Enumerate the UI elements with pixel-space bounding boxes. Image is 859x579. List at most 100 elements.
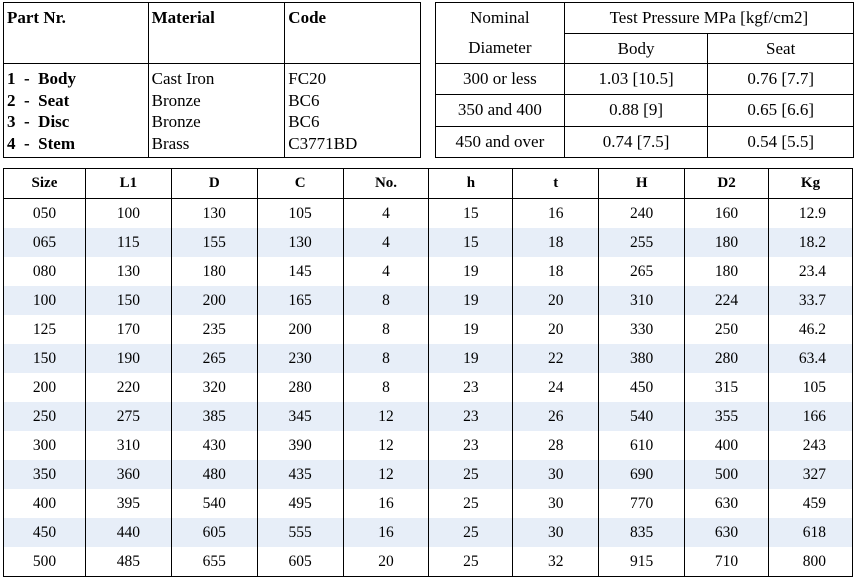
h-cell: 15 [428, 228, 513, 257]
table-row: 065 115 155 130 4 15 18 255 180 18.2 [3, 228, 853, 257]
part-name: 1 - Body [7, 69, 76, 88]
t-cell: 20 [512, 315, 599, 344]
size-header: Size [3, 168, 86, 199]
t-cell: 32 [512, 547, 599, 577]
table-row: 250 275 385 345 12 23 26 540 355 166 [3, 402, 853, 431]
parts-body-row: 1 - Body 2 - Seat 3 - Disc 4 - Stem Cast… [3, 63, 421, 158]
bolt-count-cell: 12 [342, 402, 429, 431]
size-cell: 200 [32, 378, 57, 396]
weight-cell: 63.4 [768, 344, 853, 373]
c-header: C [256, 168, 344, 199]
c-cell: 230 [256, 344, 344, 373]
dimensions-table: Size L1 D C No. h t H D2 Kg 050 100 130 105 4 15 16 240 1… [3, 168, 853, 577]
d-cell: 385 [170, 402, 258, 431]
d2-cell: 400 [684, 431, 769, 460]
height-cell: 380 [598, 344, 685, 373]
pressure-row: 450 and over 0.74 [7.5] 0.54 [5.5] [435, 125, 854, 159]
c-cell: 495 [256, 489, 344, 518]
body-pressure: 1.03 [10.5] [563, 62, 709, 96]
part-list-cell: 1 - Body 2 - Seat 3 - Disc 4 - Stem [3, 63, 149, 158]
l1-cell: 190 [84, 344, 172, 373]
h-cell: 23 [428, 402, 513, 431]
d-cell: 655 [170, 547, 258, 577]
c-cell: 280 [256, 373, 344, 402]
size-cell: 350 [3, 460, 86, 489]
l1-cell: 220 [84, 373, 172, 402]
bolt-count-cell: 8 [342, 315, 429, 344]
weight-cell: 23.4 [768, 257, 853, 286]
d2-cell: 180 [684, 228, 769, 257]
d-cell: 540 [170, 489, 258, 518]
diameter-label: Diameter [435, 33, 565, 64]
body-pressure: 0.74 [7.5] [563, 125, 709, 159]
height-cell: 255 [598, 228, 685, 257]
c-cell: 145 [256, 257, 344, 286]
height-cell: 610 [598, 431, 685, 460]
body-label: Body [563, 33, 709, 64]
d2-cell: 160 [684, 198, 769, 228]
l1-cell: 150 [84, 286, 172, 315]
d-cell: 155 [170, 228, 258, 257]
t-cell: 18 [512, 257, 599, 286]
pressure-header-row: Nominal Test Pressure MPa [kgf/cm2] [435, 1, 855, 35]
body-pressure: 0.88 [9] [563, 94, 709, 127]
size-cell: 450 [3, 518, 86, 547]
weight-cell: 618 [768, 518, 853, 547]
height-cell: 310 [598, 286, 685, 315]
test-pressure-table: Nominal Test Pressure MPa [kgf/cm2] Diam… [435, 1, 855, 159]
h-cell: 19 [428, 344, 513, 373]
height-cell: 915 [598, 547, 685, 577]
c-cell: 605 [256, 547, 344, 577]
l1-cell: 310 [84, 431, 172, 460]
l1-cell: 115 [84, 228, 172, 257]
l1-header: L1 [84, 168, 172, 199]
weight-header: Kg [768, 168, 853, 199]
size-cell: 050 [32, 204, 57, 222]
t-cell: 24 [512, 373, 599, 402]
l1-cell: 440 [84, 518, 172, 547]
l1-cell: 275 [84, 402, 172, 431]
t-cell: 26 [512, 402, 599, 431]
bolt-count-cell: 20 [342, 547, 429, 577]
d2-cell: 355 [684, 402, 769, 431]
d-cell: 265 [170, 344, 258, 373]
d2-cell: 180 [684, 257, 769, 286]
code-list-cell: FC20 BC6 BC6 C3771BD [285, 64, 421, 158]
size-cell: 400 [32, 494, 57, 512]
material-header: Material [148, 2, 286, 64]
c-cell: 390 [256, 431, 344, 460]
bolt-count-cell: 16 [342, 518, 429, 547]
seat-pressure: 0.65 [6.6] [707, 94, 854, 127]
table-row: 300 310 430 390 12 23 28 610 400 243 [4, 431, 853, 460]
t-cell: 28 [512, 431, 599, 460]
weight-cell: 243 [768, 431, 853, 460]
parts-materials-table: Part Nr. Material Code 1 - Body 2 - Seat… [3, 2, 421, 158]
d2-header: D2 [684, 168, 769, 199]
d2-cell: 500 [684, 460, 769, 489]
material-code: BC6 [288, 90, 320, 110]
t-cell: 30 [512, 460, 599, 489]
dimensions-header-row: Size L1 D C No. h t H D2 Kg [3, 168, 853, 199]
bolt-count-cell: 8 [342, 286, 429, 315]
t-cell: 16 [512, 198, 599, 228]
weight-cell: 33.7 [768, 286, 853, 315]
l1-cell: 170 [84, 315, 172, 344]
l1-cell: 360 [84, 460, 172, 489]
seat-pressure: 0.76 [7.7] [707, 62, 854, 96]
h-cell: 19 [428, 286, 513, 315]
d-cell: 430 [170, 431, 258, 460]
material-code: BC6 [288, 112, 320, 131]
h-cell: 19 [428, 257, 513, 286]
size-cell: 125 [32, 320, 57, 338]
c-cell: 130 [256, 228, 344, 257]
d2-cell: 630 [684, 518, 769, 547]
height-cell: 265 [598, 257, 685, 286]
bolt-count-cell: 16 [342, 489, 429, 518]
d-cell: 180 [170, 257, 258, 286]
height-cell: 690 [598, 460, 685, 489]
height-cell: 240 [598, 198, 685, 228]
table-row: 050 100 130 105 4 15 16 240 160 12.9 [4, 198, 853, 228]
height-cell: 835 [598, 518, 685, 547]
d-header: D [170, 168, 258, 199]
d-cell: 235 [170, 315, 258, 344]
